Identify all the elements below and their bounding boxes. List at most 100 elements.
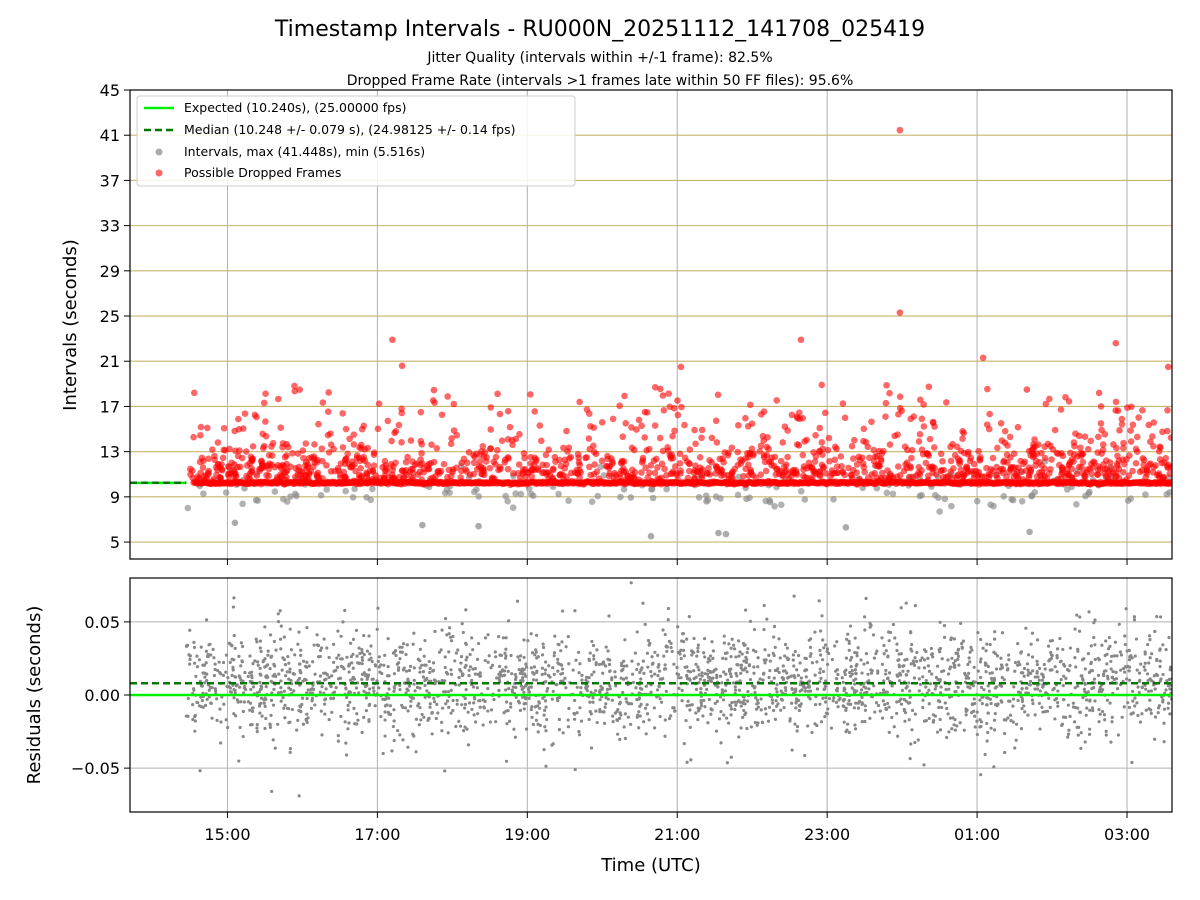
residual-point bbox=[709, 679, 714, 684]
residual-point bbox=[901, 669, 905, 673]
residual-point bbox=[922, 763, 926, 767]
residual-point bbox=[237, 685, 242, 689]
residual-point bbox=[658, 677, 662, 681]
dropped-frame-point bbox=[260, 464, 268, 471]
dropped-frame-point bbox=[1071, 442, 1078, 450]
dropped-frame-point bbox=[837, 453, 845, 460]
residual-point bbox=[368, 652, 372, 656]
residual-point bbox=[1149, 678, 1154, 683]
dropped-frame-point bbox=[1149, 468, 1157, 476]
dropped-frame-point bbox=[310, 463, 317, 471]
residual-point bbox=[319, 709, 323, 713]
residual-point bbox=[236, 700, 240, 704]
residual-point bbox=[305, 720, 309, 725]
residual-point bbox=[783, 669, 787, 673]
residual-point bbox=[1124, 607, 1128, 611]
residual-point bbox=[1090, 687, 1094, 691]
residual-point bbox=[916, 738, 920, 742]
dropped-frame-point bbox=[674, 411, 682, 419]
residual-point bbox=[850, 686, 854, 690]
residual-point bbox=[708, 670, 713, 675]
residual-point bbox=[492, 697, 496, 702]
dropped-frame-point bbox=[480, 471, 488, 479]
dropped-frame-point bbox=[812, 432, 819, 439]
residual-point bbox=[255, 729, 259, 734]
residual-point bbox=[390, 749, 394, 753]
residual-point bbox=[258, 711, 262, 715]
residual-point bbox=[986, 684, 990, 688]
residual-point bbox=[629, 581, 633, 585]
dropped-frame-point bbox=[1097, 420, 1105, 427]
dropped-frame-point bbox=[947, 443, 954, 451]
residual-point bbox=[762, 671, 766, 675]
residual-point bbox=[903, 711, 908, 715]
residual-point bbox=[994, 685, 999, 689]
residual-point bbox=[656, 665, 660, 669]
residual-point bbox=[872, 684, 876, 688]
residual-point bbox=[931, 655, 935, 659]
residual-point bbox=[621, 690, 625, 695]
residual-point bbox=[465, 727, 469, 731]
residual-point bbox=[885, 677, 890, 681]
dropped-frame-point bbox=[304, 461, 311, 468]
residual-point bbox=[1053, 665, 1057, 669]
residual-point bbox=[548, 675, 552, 679]
dropped-frame-point bbox=[1007, 465, 1015, 472]
residual-point bbox=[790, 748, 794, 752]
residual-point bbox=[198, 769, 202, 773]
residual-point bbox=[948, 716, 952, 720]
residual-point bbox=[766, 719, 771, 723]
residual-point bbox=[231, 668, 235, 672]
residual-point bbox=[192, 687, 196, 691]
dropped-frame-point bbox=[429, 397, 437, 404]
residual-point bbox=[1090, 706, 1095, 710]
residual-point bbox=[794, 687, 798, 691]
dropped-frame-point bbox=[438, 411, 446, 419]
residual-point bbox=[423, 638, 427, 643]
residual-point bbox=[299, 653, 303, 658]
residual-point bbox=[305, 696, 309, 701]
residual-point bbox=[850, 655, 854, 660]
dropped-frame-point bbox=[350, 441, 358, 448]
residual-point bbox=[513, 735, 518, 739]
residual-point bbox=[532, 665, 537, 669]
residual-point bbox=[511, 685, 516, 689]
residual-point bbox=[212, 656, 216, 660]
residual-point bbox=[305, 660, 309, 664]
residual-point bbox=[701, 714, 705, 718]
residual-point bbox=[793, 722, 797, 726]
residual-point bbox=[917, 689, 921, 693]
residual-point bbox=[844, 637, 849, 641]
interval-point bbox=[446, 489, 453, 497]
dropped-frame-point bbox=[1013, 468, 1021, 476]
residual-point bbox=[943, 701, 947, 705]
residual-point bbox=[504, 656, 508, 660]
residual-point bbox=[475, 686, 479, 690]
residual-point bbox=[680, 688, 684, 692]
residual-point bbox=[905, 685, 909, 689]
dropped-frame-point bbox=[344, 450, 351, 458]
residual-point bbox=[297, 676, 302, 681]
residual-point bbox=[1110, 675, 1115, 679]
interval-point bbox=[555, 490, 562, 498]
residual-point bbox=[400, 645, 404, 649]
residual-point bbox=[465, 655, 469, 659]
residual-point bbox=[1047, 696, 1051, 701]
dropped-frame-point bbox=[784, 453, 791, 461]
residual-point bbox=[585, 689, 589, 693]
dropped-frame-point bbox=[470, 459, 478, 467]
residual-point bbox=[230, 657, 234, 661]
residual-point bbox=[199, 705, 204, 709]
residual-point bbox=[1119, 668, 1123, 672]
residual-point bbox=[808, 645, 813, 649]
residual-point bbox=[239, 700, 243, 704]
dropped-frame-point bbox=[713, 463, 720, 471]
residual-point bbox=[874, 701, 879, 705]
dropped-frame-point bbox=[758, 411, 765, 418]
residual-point bbox=[1168, 668, 1172, 672]
residual-point bbox=[643, 622, 647, 626]
residual-point bbox=[451, 698, 455, 703]
residual-point bbox=[848, 670, 852, 675]
residual-point bbox=[884, 707, 888, 712]
residual-point bbox=[402, 642, 406, 646]
